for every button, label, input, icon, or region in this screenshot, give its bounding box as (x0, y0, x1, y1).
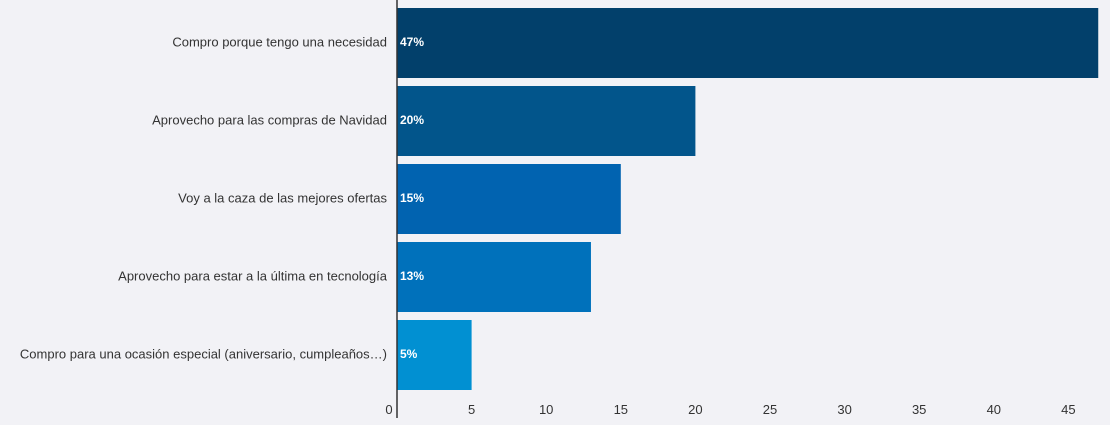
category-label-1: Compro porque tengo una necesidad (172, 34, 387, 49)
bar-5 (397, 320, 472, 390)
bar-1 (397, 8, 1099, 78)
x-tick-label-5: 5 (468, 402, 475, 417)
data-labels: 47% 20% 15% 13% 5% (400, 35, 424, 361)
category-label-4: Aprovecho para estar a la última en tecn… (118, 268, 388, 283)
x-tick-label-10: 10 (539, 402, 553, 417)
category-label-5: Compro para una ocasión especial (aniver… (20, 346, 387, 361)
x-tick-label-20: 20 (688, 402, 702, 417)
data-label-3: 15% (400, 191, 424, 205)
category-label-2: Aprovecho para las compras de Navidad (152, 112, 387, 127)
x-tick-label-45: 45 (1061, 402, 1075, 417)
bar-3 (397, 164, 621, 234)
x-tick-label-30: 30 (837, 402, 851, 417)
data-label-4: 13% (400, 269, 424, 283)
category-label-3: Voy a la caza de las mejores ofertas (178, 190, 387, 205)
data-label-1: 47% (400, 35, 424, 49)
bars-group (397, 8, 1099, 390)
x-tick-label-25: 25 (763, 402, 777, 417)
data-label-5: 5% (400, 347, 418, 361)
bar-4 (397, 242, 591, 312)
x-tick-label-35: 35 (912, 402, 926, 417)
x-axis-ticks: 0 5 10 15 20 25 30 35 40 45 (385, 402, 1075, 417)
category-labels: Compro porque tengo una necesidad Aprovec… (20, 34, 388, 361)
bar-2 (397, 86, 696, 156)
x-tick-label-0: 0 (385, 402, 392, 417)
x-tick-label-40: 40 (987, 402, 1001, 417)
x-tick-label-15: 15 (614, 402, 628, 417)
data-label-2: 20% (400, 113, 424, 127)
